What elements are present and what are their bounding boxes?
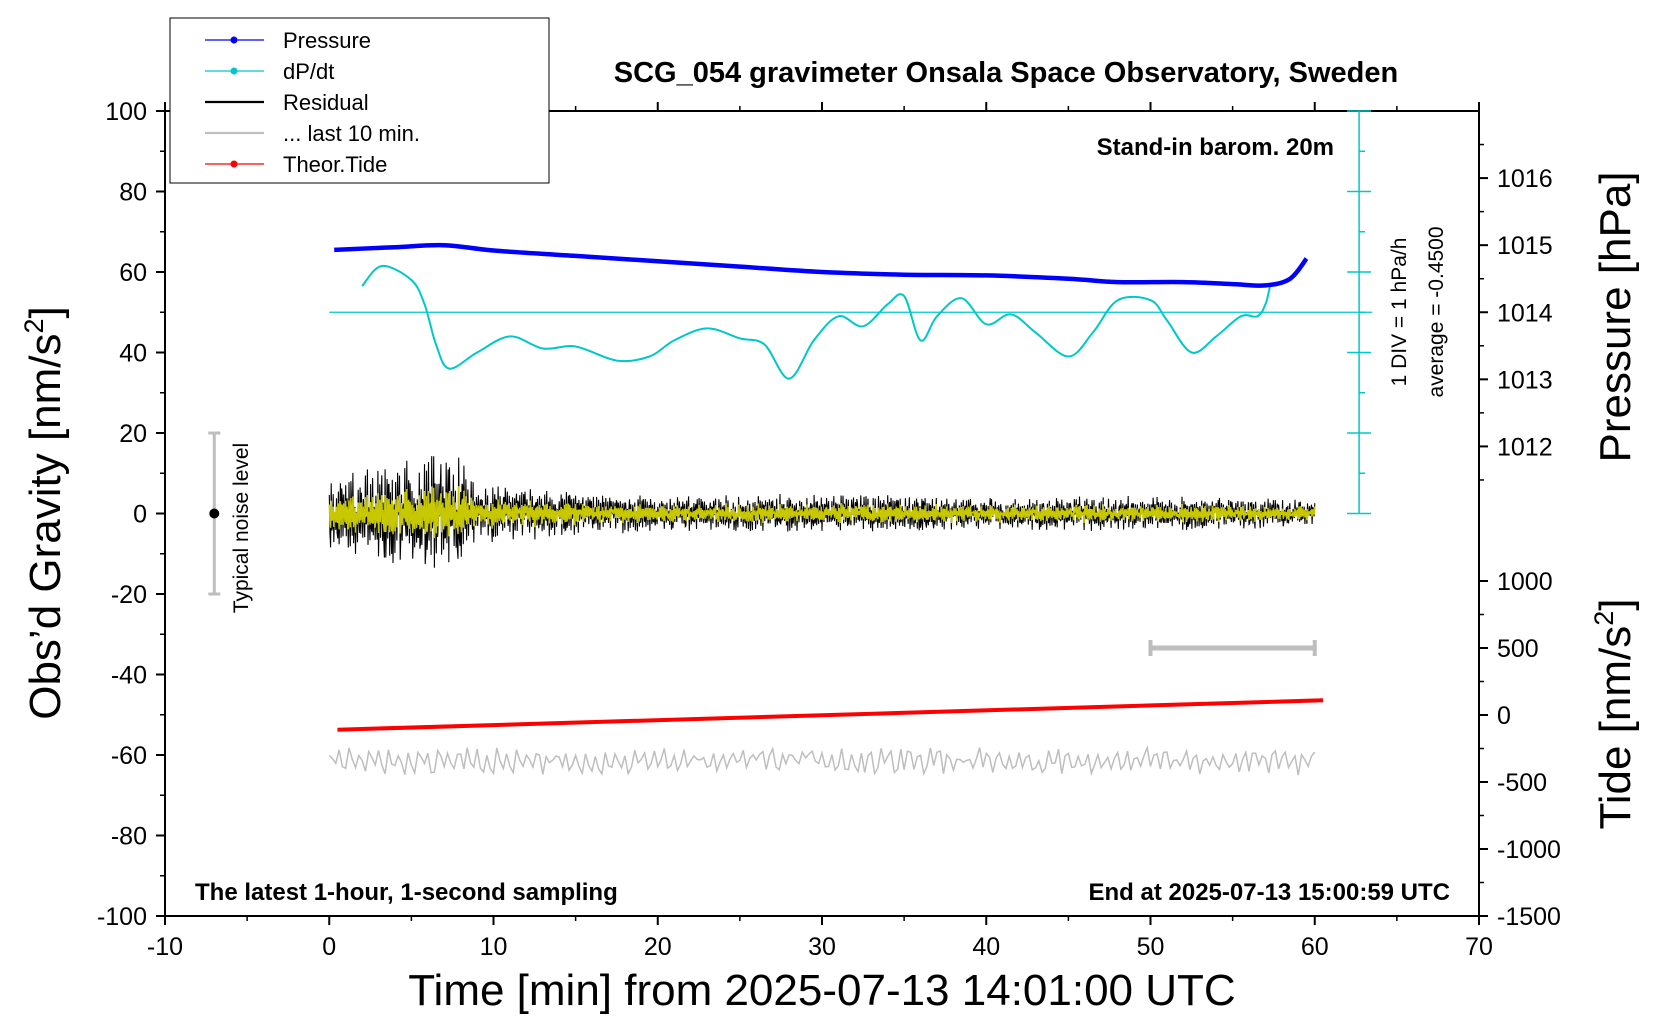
y-tick-label: 0 [133, 501, 147, 529]
legend-marker [230, 67, 238, 75]
y-tick-label: -40 [111, 662, 147, 690]
x-tick-label: 70 [1465, 933, 1493, 961]
average-label: average = -0.4500 [1425, 226, 1448, 397]
y-tick-label: 40 [119, 340, 147, 368]
y-axis-title-tide-sup: 2 [1589, 611, 1619, 626]
pressure-tick-label: 1014 [1497, 299, 1553, 327]
y-axis-title-left: Obs’d Gravity [nm/s2] [19, 306, 70, 720]
legend-marker [230, 160, 238, 168]
legend-marker [230, 36, 238, 44]
y-axis-title-tide-close: ] [1591, 598, 1640, 610]
dpdt-line [361, 264, 1272, 380]
legend-label: Residual [283, 90, 369, 115]
legend-box [169, 17, 550, 184]
x-tick-label: -10 [147, 933, 183, 961]
chart-title: SCG_054 gravimeter Onsala Space Observat… [614, 57, 1398, 89]
y-axis-title-left-sup: 2 [19, 318, 49, 333]
y-tick-label: 60 [119, 259, 147, 287]
y-tick-label: -80 [111, 823, 147, 851]
noise-level-label: Typical noise level [230, 443, 253, 613]
x-tick-label: 30 [808, 933, 836, 961]
legend-label: ... last 10 min. [283, 121, 420, 146]
noise-level-dot [209, 508, 220, 519]
legend: Pressure dP/dt Residual ... last 10 min. The… [169, 17, 550, 184]
y-tick-label: 80 [119, 179, 147, 207]
div-scale-label: 1 DIV = 1 hPa/h [1388, 238, 1411, 387]
pressure-tick-label: 1015 [1497, 232, 1553, 260]
sampling-note: The latest 1-hour, 1-second sampling [195, 879, 618, 906]
y-axis-title-left-text: Obs’d Gravity [nm/s [21, 333, 70, 719]
y-tick-label: -60 [111, 742, 147, 770]
tide-tick-label: 1000 [1497, 568, 1553, 596]
end-time-note: End at 2025-07-13 15:00:59 UTC [1089, 879, 1451, 906]
last10-line [328, 745, 1316, 777]
tide-tick-label: -1000 [1497, 836, 1561, 864]
pressure-tick-label: 1016 [1497, 165, 1553, 193]
pressure-line [334, 242, 1309, 288]
y-tick-label: -100 [97, 903, 147, 931]
ticks-layer: -10 0 10 20 30 40 50 60 70-100-80-60-40-20020406… [97, 98, 1561, 961]
x-axis-title: Time [min] from 2025-07-13 14:01:00 UTC [408, 966, 1235, 1015]
y-tick-label: 100 [105, 98, 147, 126]
residual-filtered-line [328, 486, 1316, 539]
legend-label: Theor.Tide [283, 152, 387, 177]
y-axis-title-left-close: ] [21, 306, 70, 318]
pressure-tick-label: 1013 [1497, 366, 1553, 394]
y-tick-label: -20 [111, 581, 147, 609]
x-tick-label: 40 [972, 933, 1000, 961]
tide-tick-label: 0 [1497, 702, 1511, 730]
y-tick-label: 20 [119, 420, 147, 448]
legend-label: Pressure [283, 28, 371, 53]
tide-tick-label: -500 [1497, 769, 1547, 797]
x-tick-label: 20 [644, 933, 672, 961]
y-axis-title-tide: Tide [nm/s2] [1589, 598, 1640, 829]
tide-line [337, 698, 1324, 732]
tide-tick-label: -1500 [1497, 903, 1561, 931]
pressure-tick-label: 1012 [1497, 433, 1553, 461]
series-layer [208, 110, 1373, 777]
x-tick-label: 60 [1301, 933, 1329, 961]
x-tick-label: 0 [322, 933, 336, 961]
legend-label: dP/dt [283, 59, 334, 84]
tide-tick-label: 500 [1497, 635, 1539, 663]
x-tick-label: 10 [480, 933, 508, 961]
x-tick-label: 50 [1137, 933, 1165, 961]
barometer-note: Stand-in barom. 20m [1097, 134, 1334, 161]
y-axis-title-pressure: Pressure [hPa] [1591, 171, 1640, 462]
residual-line [328, 456, 1316, 568]
y-axis-title-tide-text: Tide [nm/s [1591, 626, 1640, 830]
